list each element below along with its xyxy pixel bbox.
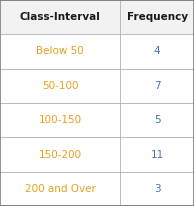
Text: 4: 4 [154,47,160,56]
Text: 100-150: 100-150 [39,115,82,125]
Text: 200 and Over: 200 and Over [25,184,96,194]
Text: Frequency: Frequency [126,12,188,22]
Text: 7: 7 [154,81,160,91]
Text: 11: 11 [151,150,164,159]
Text: Below 50: Below 50 [36,47,84,56]
Bar [0,0,194,34]
Text: 50-100: 50-100 [42,81,78,91]
Text: 3: 3 [154,184,160,194]
Text: Class-Interval: Class-Interval [20,12,100,22]
Text: 5: 5 [154,115,160,125]
Text: 150-200: 150-200 [39,150,82,159]
